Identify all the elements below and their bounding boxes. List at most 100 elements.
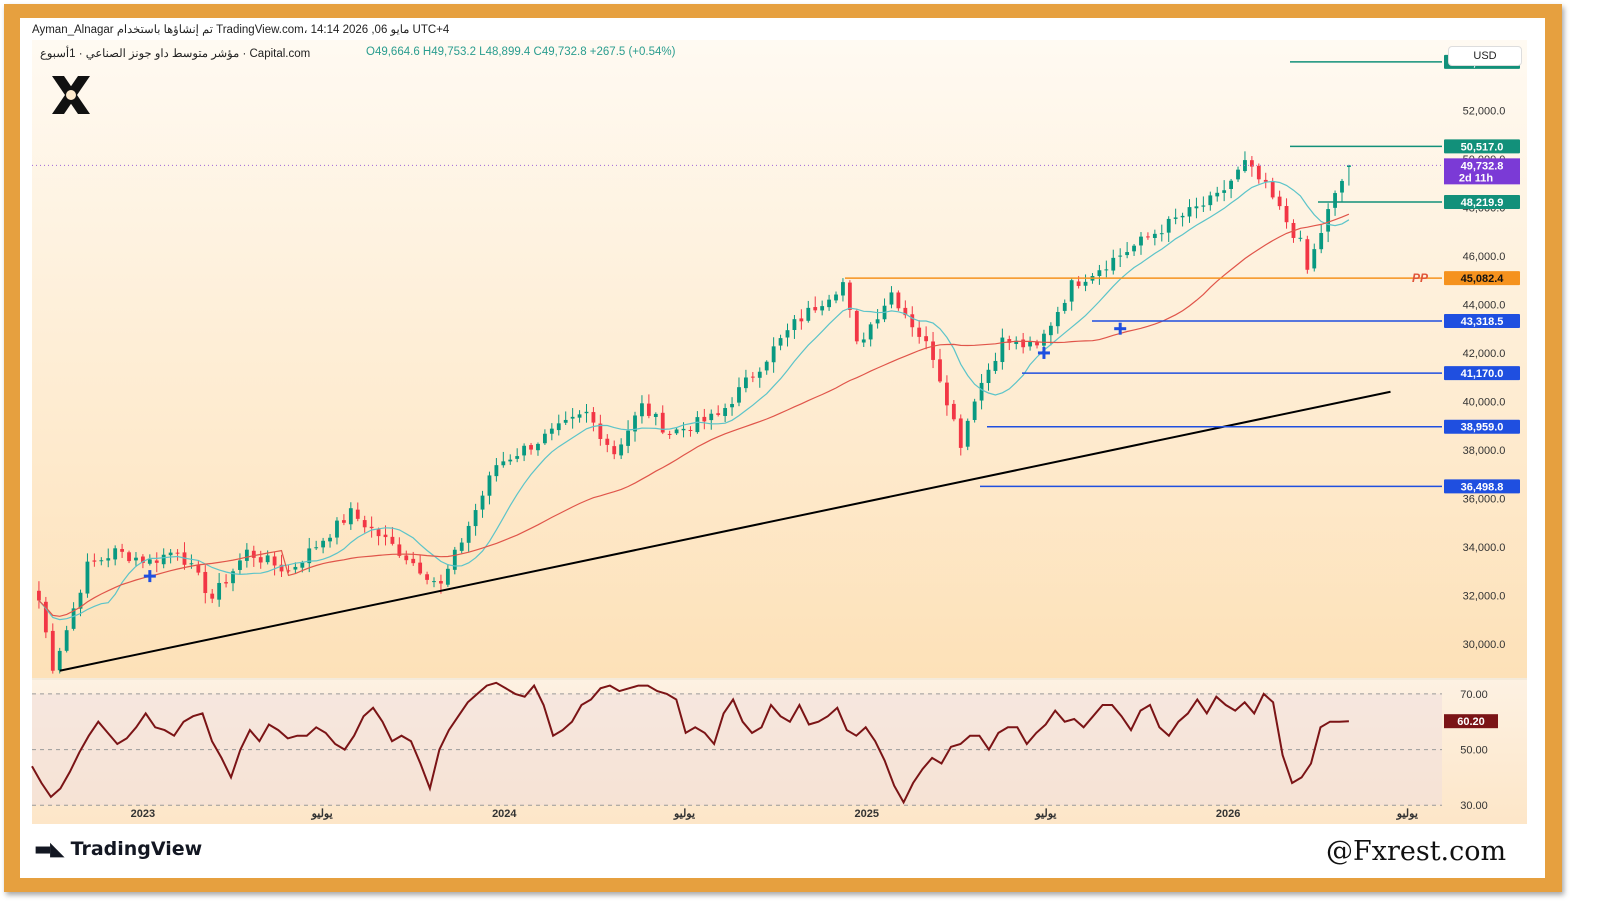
candle xyxy=(487,471,492,505)
candle-body xyxy=(757,371,762,378)
candle-body xyxy=(1118,255,1123,257)
candle-body xyxy=(896,292,901,309)
candle xyxy=(480,490,485,518)
time-tick-label: يوليو xyxy=(311,808,333,820)
candle-body xyxy=(376,529,381,537)
candle-body xyxy=(1166,218,1171,233)
candle xyxy=(688,426,693,437)
candle-body xyxy=(321,540,326,548)
candle xyxy=(993,352,998,374)
candle-body xyxy=(993,360,998,371)
level-label-box xyxy=(1444,366,1520,381)
candle-body xyxy=(1236,169,1240,180)
symbol-title[interactable]: مؤشر متوسط داو جونز الصناعي · 1أسبوع · C… xyxy=(40,48,311,60)
candle-body xyxy=(1069,280,1074,302)
candle-body xyxy=(50,630,55,671)
candle xyxy=(196,561,201,576)
candle xyxy=(238,553,242,575)
candle xyxy=(979,374,984,410)
candle xyxy=(43,596,48,639)
candle-body xyxy=(723,408,728,416)
candle xyxy=(577,410,582,423)
rsi-current-label: 60.20 xyxy=(1457,716,1485,728)
candle xyxy=(120,543,125,558)
candle-body xyxy=(210,593,215,599)
candle-body xyxy=(390,536,395,544)
candle-body xyxy=(404,555,409,561)
candle xyxy=(445,564,450,587)
candle xyxy=(820,300,825,316)
candle xyxy=(1284,198,1289,229)
candle xyxy=(605,434,610,453)
candle xyxy=(764,360,769,375)
candle xyxy=(293,562,298,574)
candle-body xyxy=(667,433,672,435)
candle-body xyxy=(1333,193,1337,208)
candle-body xyxy=(99,560,104,562)
candle xyxy=(584,403,589,423)
candle xyxy=(134,552,138,567)
candle-body xyxy=(238,560,242,570)
candle-body xyxy=(536,443,540,451)
candle-body xyxy=(452,549,457,570)
candle-body xyxy=(1132,245,1136,252)
level-label-box xyxy=(1444,271,1520,286)
candle-body xyxy=(785,330,790,338)
candle-body xyxy=(674,429,679,434)
candle-body xyxy=(965,420,970,447)
tradingview-logo[interactable]: ▬◣ TradingView xyxy=(34,838,202,860)
candle xyxy=(1312,243,1317,272)
candle xyxy=(799,309,804,330)
candle-body xyxy=(168,552,173,556)
candle-body xyxy=(1347,165,1351,168)
current-price-label: 49,732.8 xyxy=(1461,160,1504,172)
candle-body xyxy=(1263,179,1268,182)
candle xyxy=(50,623,55,674)
pivot-name-label: PP xyxy=(1412,271,1429,285)
candle xyxy=(806,300,811,323)
candle-body xyxy=(972,401,977,420)
candle-body xyxy=(78,592,83,609)
candle xyxy=(272,551,277,576)
candle-body xyxy=(1125,252,1130,256)
candle xyxy=(508,454,513,465)
candle xyxy=(251,545,256,567)
candle xyxy=(1111,249,1116,275)
candle-body xyxy=(847,282,852,310)
candle-body xyxy=(397,544,402,556)
candle-body xyxy=(134,557,138,561)
candle-body xyxy=(702,416,707,422)
candle-body xyxy=(681,428,686,431)
candle xyxy=(1166,216,1171,242)
price-pane-background xyxy=(32,40,1527,678)
candle xyxy=(1083,274,1088,292)
candle-body xyxy=(265,555,270,563)
price-pane xyxy=(32,61,1442,674)
candle xyxy=(452,546,457,575)
candle xyxy=(945,375,949,416)
candle-body xyxy=(591,412,596,423)
candle xyxy=(376,527,381,546)
candle-body xyxy=(626,430,630,446)
candle-body xyxy=(951,403,956,420)
candle xyxy=(924,326,929,350)
candle xyxy=(972,398,977,423)
price-tick-label: 38,000.0 xyxy=(1463,445,1506,457)
candle-body xyxy=(1222,190,1227,193)
candle-body xyxy=(577,414,582,418)
candle-body xyxy=(1277,196,1282,207)
candle-body xyxy=(716,413,721,415)
candle xyxy=(986,363,991,391)
currency-button[interactable]: USD xyxy=(1448,46,1522,66)
candle-body xyxy=(37,590,41,601)
candle xyxy=(1215,186,1220,202)
candle xyxy=(556,414,561,436)
candle xyxy=(917,320,922,344)
candle xyxy=(328,534,332,548)
candle xyxy=(1277,190,1282,210)
candle xyxy=(286,564,291,573)
candle xyxy=(432,577,436,588)
candle-body xyxy=(203,571,208,594)
candle xyxy=(626,420,630,454)
candle-body xyxy=(224,582,228,584)
